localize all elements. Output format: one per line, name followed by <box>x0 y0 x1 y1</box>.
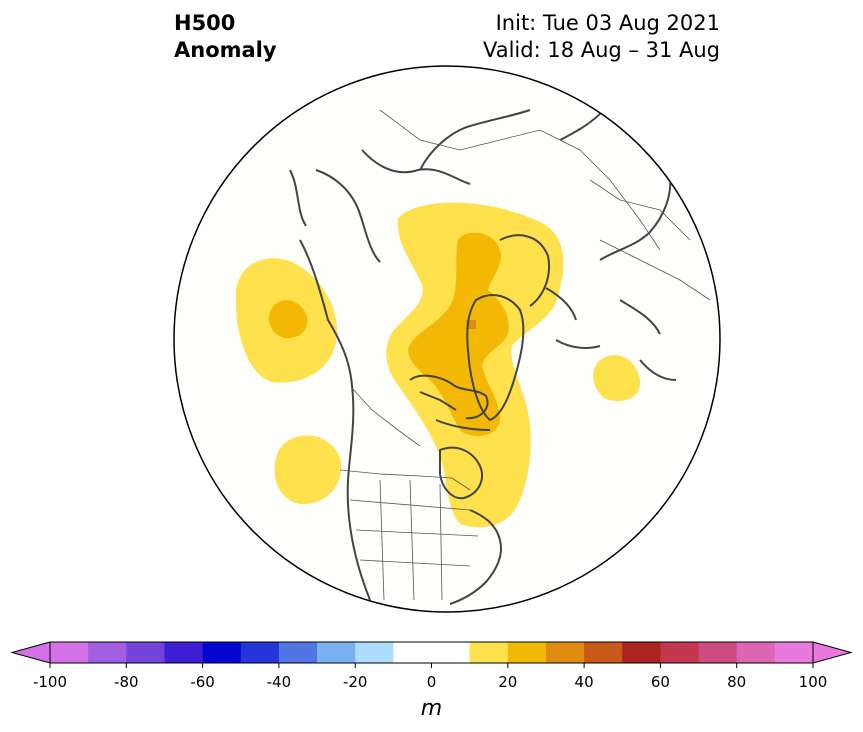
coast-scandinavia <box>499 234 601 349</box>
colorbar-bin <box>622 642 661 663</box>
colorbar-bin <box>545 642 585 663</box>
colorbar-tick-label: 80 <box>727 673 746 691</box>
colorbar-bin <box>126 642 165 663</box>
border-alaska-canada <box>351 387 421 447</box>
colorbar-bin <box>507 642 547 663</box>
colorbar-bin <box>50 642 89 663</box>
polar-map <box>173 65 721 613</box>
colorbar-bin <box>660 642 700 663</box>
colorbar-tick-label: -80 <box>114 673 139 691</box>
colorbar-bin <box>393 642 432 663</box>
colorbar-ticks: -100 -80 -60 -40 -20 0 20 40 60 80 100 <box>33 663 827 691</box>
colorbar-bin <box>240 642 280 663</box>
border-russia <box>379 109 661 251</box>
coast-siberia <box>289 149 471 263</box>
coast-alaska-west <box>299 239 371 601</box>
colorbar-bin <box>164 642 204 663</box>
coast-greenland <box>466 294 525 421</box>
anomaly-west-core <box>268 300 308 339</box>
colorbar-tick-label: -60 <box>190 673 215 691</box>
coast-hudson-bay <box>439 446 483 500</box>
colorbar-bin <box>202 642 242 663</box>
colorbar-tick-label: 40 <box>575 673 594 691</box>
colorbar-tick-label: 100 <box>799 673 828 691</box>
colorbar-tick-label: -100 <box>33 673 67 691</box>
colorbar-tick-label: -20 <box>343 673 368 691</box>
colorbar: -100 -80 -60 -40 -20 0 20 40 60 80 100 <box>10 641 853 691</box>
colorbar-extend-high <box>812 641 853 664</box>
colorbar-tick-label: 0 <box>427 673 437 691</box>
colorbar-bin <box>736 642 776 663</box>
anomaly-20-30m <box>268 232 509 436</box>
colorbar-tick-label: 20 <box>498 673 517 691</box>
colorbar-tick-label: 60 <box>651 673 670 691</box>
colorbar-bin <box>698 642 738 663</box>
colorbar-extend-low <box>10 641 51 664</box>
init-valid-label: Init: Tue 03 Aug 2021 Valid: 18 Aug – 31… <box>483 10 720 64</box>
title-line-1: H500 <box>174 11 236 35</box>
colorbar-bin <box>355 642 394 663</box>
colorbar-bin <box>88 642 127 663</box>
border-europe <box>589 179 711 301</box>
coast-europe <box>599 175 677 381</box>
colorbar-tick-label: -40 <box>267 673 292 691</box>
colorbar-bin <box>317 642 356 663</box>
map-boundary <box>173 65 721 613</box>
colorbar-unit: m <box>420 696 443 721</box>
title-line-2: Anomaly <box>174 38 277 62</box>
colorbar-body <box>10 641 853 664</box>
init-date: Init: Tue 03 Aug 2021 <box>495 11 720 35</box>
colorbar-bin <box>774 642 814 663</box>
colorbar-bin <box>278 642 318 663</box>
anomaly-southwest <box>274 435 342 505</box>
border-us-states <box>349 479 479 601</box>
colorbar-bin <box>469 642 509 663</box>
anomaly-east-atlantic <box>593 355 641 402</box>
border-canada-us <box>339 469 471 491</box>
anomaly-main-core <box>408 232 509 436</box>
valid-range: Valid: 18 Aug – 31 Aug <box>482 38 720 62</box>
colorbar-bin <box>584 642 623 663</box>
coast-us-east <box>449 509 502 605</box>
anomaly-30-40m <box>466 320 476 329</box>
colorbar-bin <box>431 642 471 663</box>
borders <box>339 109 711 601</box>
chart-title: H500 Anomaly <box>174 10 277 64</box>
